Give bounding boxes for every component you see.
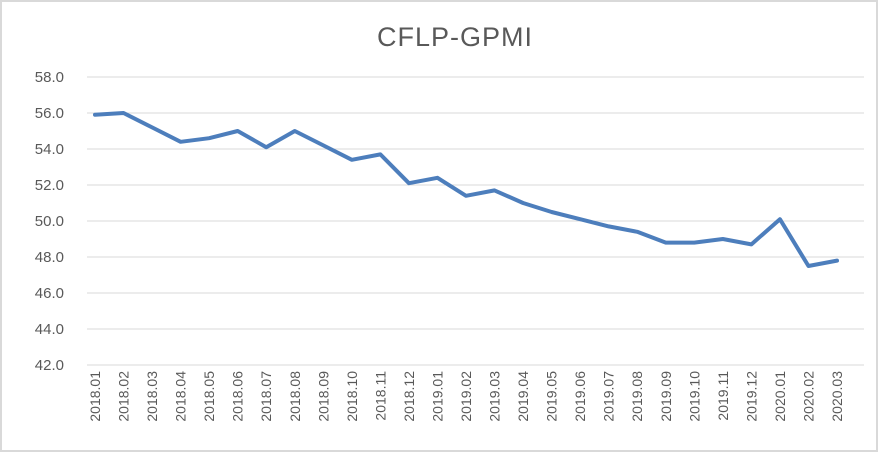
data-series-line (93, 111, 839, 268)
x-axis-tick-label: 2018.02 (116, 371, 132, 422)
y-axis-tick-label: 48.0 (35, 249, 64, 266)
x-axis-tick-label: 2018.12 (401, 371, 417, 422)
x-axis-tick-label: 2019.06 (572, 371, 588, 422)
x-axis-tick-label: 2019.01 (429, 371, 445, 422)
y-axis-tick-label: 46.0 (35, 285, 64, 302)
y-axis-tick-label: 56.0 (35, 105, 64, 122)
x-axis-tick-label: 2019.11 (715, 371, 731, 421)
x-axis-tick-label: 2019.10 (686, 371, 702, 422)
x-axis-tick-label: 2019.07 (601, 371, 617, 422)
x-axis-tick-label: 2019.02 (458, 371, 474, 422)
y-axis-tick-label: 42.0 (35, 357, 64, 374)
x-axis-tick-label: 2019.04 (515, 371, 531, 422)
x-axis-tick-label: 2018.04 (173, 371, 189, 422)
y-axis-tick-label: 44.0 (35, 321, 64, 338)
y-axis-tick-label: 58.0 (35, 69, 64, 86)
x-axis-tick-label: 2020.02 (800, 371, 816, 422)
x-axis-tick-label: 2018.06 (230, 371, 246, 422)
x-axis-tick-label: 2020.01 (772, 371, 788, 422)
x-axis-tick-label: 2018.11 (372, 371, 388, 421)
x-axis-tick-label: 2018.05 (201, 371, 217, 422)
x-axis-tick-label: 2018.08 (287, 371, 303, 422)
x-axis-tick-label: 2019.12 (743, 371, 759, 422)
x-axis-tick-label: 2018.07 (258, 371, 274, 422)
x-axis-tick-label: 2018.03 (144, 371, 160, 422)
x-axis-tick-label: 2020.03 (829, 371, 845, 422)
y-axis-tick-label: 52.0 (35, 177, 64, 194)
y-axis-tick-label: 54.0 (35, 141, 64, 158)
x-axis-tick-label: 2018.01 (87, 371, 103, 422)
x-axis-tick-label: 2019.08 (629, 371, 645, 422)
x-axis-tick-label: 2018.09 (315, 371, 331, 422)
x-axis-tick-label: 2018.10 (344, 371, 360, 422)
y-axis-tick-label: 50.0 (35, 213, 64, 230)
x-axis-tick-label: 2019.03 (487, 371, 503, 422)
x-axis-tick-label: 2019.09 (658, 371, 674, 422)
x-axis-tick-label: 2019.05 (544, 371, 560, 422)
